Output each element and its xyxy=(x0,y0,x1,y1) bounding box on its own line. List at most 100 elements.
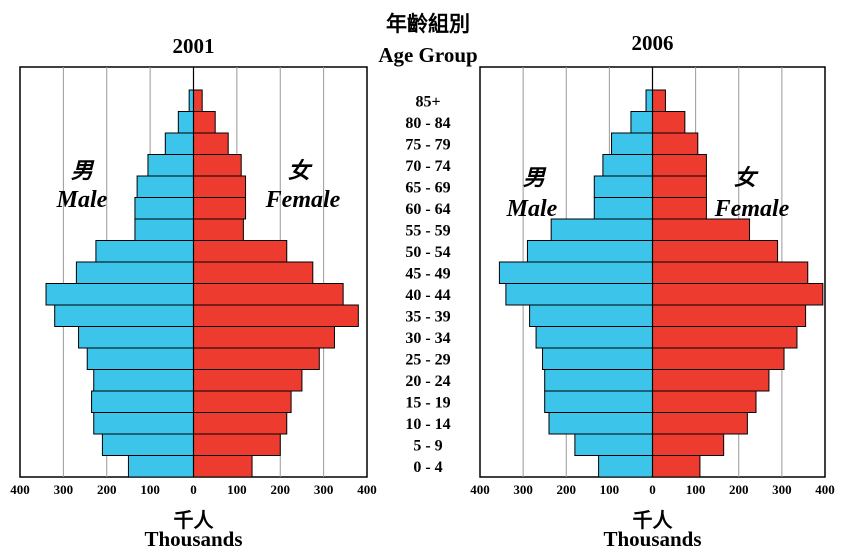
bar-female xyxy=(652,111,686,134)
bar-male xyxy=(75,261,194,284)
bar-female xyxy=(193,347,320,370)
bar-female xyxy=(193,154,242,177)
x-tick-label: 400 xyxy=(815,482,835,497)
x-tick-label: 400 xyxy=(10,482,30,497)
bar-female xyxy=(193,304,359,327)
x-tick-label: 400 xyxy=(357,482,377,497)
bar-female xyxy=(193,218,244,241)
bar-male xyxy=(574,433,653,456)
bar-male xyxy=(177,111,195,134)
bar-male xyxy=(54,304,195,327)
bar-female xyxy=(652,369,770,392)
male-label-zh: 男 xyxy=(523,166,547,191)
bar-male xyxy=(602,154,653,177)
x-tick-label: 300 xyxy=(513,482,533,497)
bar-male xyxy=(136,175,195,198)
bar-male xyxy=(548,412,653,435)
bar-female xyxy=(652,283,824,306)
female-label: Female xyxy=(265,187,341,213)
chart-title: 2001 xyxy=(173,34,215,58)
bar-female xyxy=(193,261,314,284)
bar-female xyxy=(652,261,809,284)
bar-male xyxy=(164,132,194,155)
bar-male xyxy=(101,433,194,456)
bar-female xyxy=(193,412,288,435)
x-axis-label-zh: 千人 xyxy=(174,508,215,532)
bar-female xyxy=(652,132,699,155)
bar-male xyxy=(93,412,194,435)
bar-male xyxy=(544,369,653,392)
x-tick-label: 100 xyxy=(227,482,247,497)
bar-male xyxy=(550,218,653,241)
bar-female xyxy=(652,197,707,220)
age-group-label: 75 - 79 xyxy=(405,136,450,153)
bar-female xyxy=(193,390,292,413)
female-label-zh: 女 xyxy=(734,165,759,191)
x-tick-label: 200 xyxy=(271,482,291,497)
age-group-label: 20 - 24 xyxy=(405,373,450,390)
bar-female xyxy=(193,283,344,306)
bar-female xyxy=(652,347,785,370)
bar-male xyxy=(78,326,194,349)
age-group-label: 55 - 59 xyxy=(405,222,450,239)
bar-female xyxy=(652,304,807,327)
bar-male xyxy=(630,111,653,134)
bar-male xyxy=(45,283,195,306)
x-tick-label: 300 xyxy=(314,482,334,497)
female-label: Female xyxy=(714,196,790,222)
bar-female xyxy=(652,154,707,177)
age-group-label: 80 - 84 xyxy=(405,115,450,132)
bar-male xyxy=(529,304,653,327)
x-tick-label: 300 xyxy=(772,482,792,497)
x-tick-label: 0 xyxy=(190,482,197,497)
pyramid-2006: 2006 400 300 200 100 0 100 200 300 400 千人Thousands… xyxy=(470,31,835,549)
bar-male xyxy=(611,132,653,155)
chart-title: 2006 xyxy=(632,31,674,55)
bar-male xyxy=(188,89,195,112)
x-axis-label: Thousands xyxy=(144,527,242,549)
bar-male xyxy=(134,218,195,241)
bar-male xyxy=(95,240,194,263)
bar-female xyxy=(193,433,281,456)
age-group-label: 65 - 69 xyxy=(405,179,450,196)
x-tick-label: 300 xyxy=(54,482,74,497)
bar-male xyxy=(86,347,194,370)
bar-female xyxy=(652,175,707,198)
age-group-title-zh: 年齡組別 xyxy=(386,12,470,36)
x-axis-label-zh: 千人 xyxy=(633,508,674,532)
x-tick-label: 200 xyxy=(97,482,117,497)
pyramid-2001: 2001 400 300 200 100 0 100 200 300 400 千人Thousands… xyxy=(10,34,377,549)
bar-male xyxy=(505,283,653,306)
bar-female xyxy=(652,390,757,413)
age-group-label: 30 - 34 xyxy=(405,330,450,347)
bar-female xyxy=(652,326,798,349)
bar-male xyxy=(93,369,194,392)
bar-male xyxy=(91,390,194,413)
bar-female xyxy=(193,369,303,392)
bar-male xyxy=(542,347,653,370)
bar-male xyxy=(147,154,195,177)
age-group-label: 45 - 49 xyxy=(405,265,450,282)
bar-female xyxy=(193,197,247,220)
bar-male xyxy=(535,326,653,349)
age-group-label: 25 - 29 xyxy=(405,351,450,368)
bar-male xyxy=(526,240,653,263)
age-group-label: 5 - 9 xyxy=(413,437,442,454)
x-tick-label: 100 xyxy=(140,482,160,497)
bar-female xyxy=(652,455,701,478)
bar-male xyxy=(134,197,195,220)
bar-female xyxy=(193,455,253,478)
bar-male xyxy=(498,261,653,284)
age-group-label: 40 - 44 xyxy=(405,287,450,304)
male-label: Male xyxy=(56,187,108,213)
age-group-label: 50 - 54 xyxy=(405,244,450,261)
male-label-zh: 男 xyxy=(71,159,95,184)
bar-female xyxy=(652,412,748,435)
bar-female xyxy=(193,89,203,112)
bar-male xyxy=(127,455,194,478)
age-group-label: 70 - 74 xyxy=(405,158,450,175)
male-label: Male xyxy=(506,196,558,222)
age-group-label: 35 - 39 xyxy=(405,308,450,325)
x-tick-label: 400 xyxy=(470,482,490,497)
